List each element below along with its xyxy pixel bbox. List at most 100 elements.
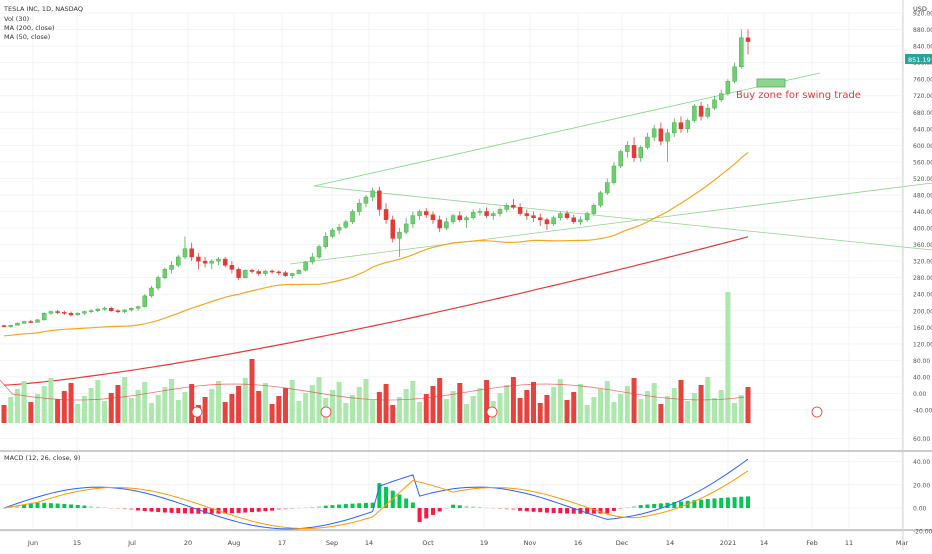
volume-bar xyxy=(14,389,20,423)
macd-histogram-bar xyxy=(504,508,509,510)
volume-bar xyxy=(725,292,731,423)
x-tick-label: Sep xyxy=(326,539,338,547)
macd-histogram-bar xyxy=(69,504,74,508)
candle-body xyxy=(256,271,261,274)
volume-bar xyxy=(289,380,295,423)
volume-bar xyxy=(618,394,624,423)
candle-body xyxy=(484,211,489,216)
price-tick-label: 760.00 xyxy=(913,77,932,84)
candle-body xyxy=(491,213,496,216)
candle-body xyxy=(390,219,396,239)
macd-histogram-bar xyxy=(558,508,563,514)
candle-body xyxy=(672,122,677,134)
signal-line xyxy=(3,470,749,530)
volume-bar xyxy=(644,391,650,423)
x-tick-label: 11 xyxy=(845,539,853,547)
volume-bars xyxy=(0,292,823,423)
volume-bar xyxy=(55,399,61,423)
price-tick-label: 120.00 xyxy=(913,341,932,348)
candle-body xyxy=(511,205,516,208)
x-tick-label: Nov xyxy=(524,539,537,547)
volume-bar xyxy=(376,392,382,423)
candle-body xyxy=(263,270,268,274)
price-tick-label: -40.00 xyxy=(913,408,932,415)
candle-body xyxy=(129,308,134,311)
macd-histogram-bar xyxy=(531,508,536,512)
volume-bar xyxy=(41,386,47,423)
macd-histogram-bar xyxy=(638,505,643,508)
candle-body xyxy=(88,310,94,312)
candle-body xyxy=(122,309,127,312)
x-tick-label: 15 xyxy=(73,539,81,547)
volume-bar xyxy=(202,397,208,423)
price-tick-label: 440.00 xyxy=(913,209,932,216)
macd-histogram-bar xyxy=(149,508,154,512)
volume-bar xyxy=(598,389,604,423)
price-tick-label: 640.00 xyxy=(913,126,932,133)
price-tick-label: 240.00 xyxy=(913,292,932,299)
candle-body xyxy=(551,217,556,225)
volume-bar xyxy=(249,359,255,423)
volume-bar xyxy=(457,383,463,423)
volume-bar xyxy=(350,395,356,423)
trendlines xyxy=(289,72,932,265)
volume-bar xyxy=(470,396,476,423)
macd-histogram-bar xyxy=(136,508,141,511)
price-tick-label: 80.00 xyxy=(913,358,930,365)
volume-bar xyxy=(35,394,41,423)
volume-bar xyxy=(691,393,697,423)
volume-bar xyxy=(309,385,315,423)
macd-histogram-bar xyxy=(746,496,750,508)
candle-body xyxy=(618,151,623,167)
volume-bar xyxy=(8,397,14,423)
candle-body xyxy=(48,311,54,314)
macd-histogram-bar xyxy=(303,507,308,509)
macd-histogram-bar xyxy=(169,508,174,513)
x-tick-label: 16 xyxy=(574,539,582,547)
candle-body xyxy=(283,272,288,276)
price-tick-label: 600.00 xyxy=(913,143,932,150)
candle-body xyxy=(397,231,402,239)
macd-histogram-bar xyxy=(417,508,422,523)
macd-label: MACD (12, 26, close, 9) xyxy=(4,454,80,462)
macd-histogram-bar xyxy=(82,505,87,508)
volume-bar xyxy=(390,405,396,423)
candle-body xyxy=(457,215,463,221)
candle-body xyxy=(611,165,617,183)
macd-histogram-bar xyxy=(451,504,456,508)
macd-histogram-bar xyxy=(48,503,53,508)
macd-histogram-bar xyxy=(625,507,630,508)
macd-histogram-bar xyxy=(55,503,60,508)
macd-histogram-bar xyxy=(270,508,275,511)
volume-bar xyxy=(423,394,429,423)
volume-bar xyxy=(624,386,630,423)
macd-histogram-bar xyxy=(283,508,288,510)
volume-bar xyxy=(531,382,537,423)
volume-bar xyxy=(537,403,543,423)
candle-body xyxy=(108,308,114,311)
price-tick-label: 520.00 xyxy=(913,176,932,183)
candle-body xyxy=(497,209,503,214)
volume-bar xyxy=(162,387,168,423)
macd-histogram-bar xyxy=(276,508,281,511)
volume-bar xyxy=(497,393,503,423)
macd-histogram-bar xyxy=(229,508,234,514)
volume-bar xyxy=(115,385,121,423)
candle-body xyxy=(155,277,161,289)
macd-histogram-bar xyxy=(189,508,194,514)
buy-zone-box[interactable] xyxy=(756,78,786,88)
candle-body xyxy=(544,219,550,225)
x-tick-label: 14 xyxy=(760,539,768,547)
macd-histogram-bar xyxy=(618,508,623,509)
price-tick-label: 400.00 xyxy=(913,226,932,233)
macd-histogram-bar xyxy=(102,507,107,508)
candle-body xyxy=(477,211,483,213)
candle-body xyxy=(558,213,563,218)
candle-body xyxy=(363,196,369,204)
candle-body xyxy=(658,128,664,142)
ma50-line xyxy=(3,152,749,337)
macd-histogram-bar xyxy=(2,508,6,509)
candle-body xyxy=(739,37,744,68)
macd-histogram-bar xyxy=(477,507,482,508)
macd-histogram-bar xyxy=(350,503,355,508)
